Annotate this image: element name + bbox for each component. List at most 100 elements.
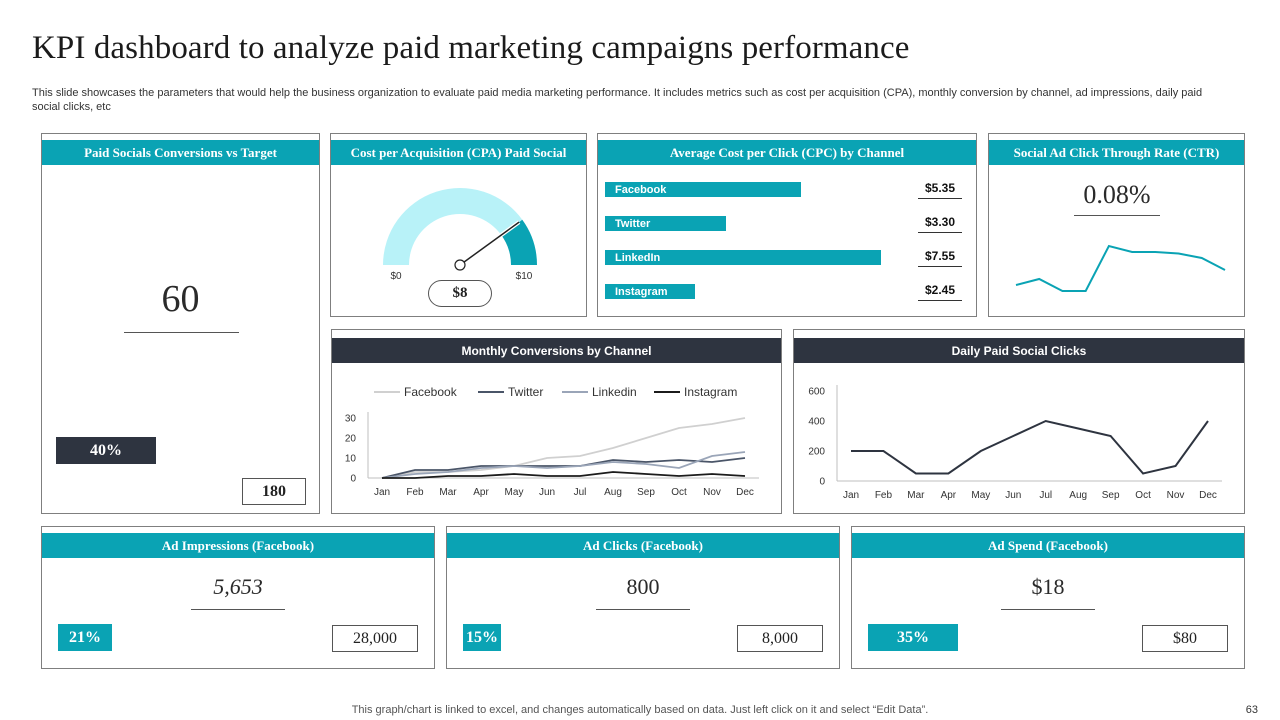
cpc-bar-facebook: Facebook bbox=[605, 182, 801, 197]
page-number: 63 bbox=[1245, 704, 1258, 716]
monthly-conversions-header: Monthly Conversions by Channel bbox=[332, 338, 781, 363]
ad-impressions-panel: Ad Impressions (Facebook) 5,653 21% 28,0… bbox=[41, 526, 435, 669]
cpc-panel-header: Average Cost per Click (CPC) by Channel bbox=[598, 140, 976, 165]
ad-spend-underline bbox=[1001, 609, 1095, 610]
ad-clicks-target-box: 8,000 bbox=[737, 625, 823, 652]
daily-x-tick: Nov bbox=[1167, 490, 1185, 501]
monthly-series-facebook bbox=[381, 417, 746, 479]
page-subtitle: This slide showcases the parameters that… bbox=[32, 87, 1203, 113]
cpc-value-linkedin: $7.55 bbox=[918, 249, 962, 267]
monthly-x-tick: Apr bbox=[473, 487, 489, 498]
legend-facebook: Facebook bbox=[404, 385, 458, 399]
footer-note: This graph/chart is linked to excel, and… bbox=[351, 704, 929, 716]
conversions-panel-header: Paid Socials Conversions vs Target bbox=[42, 140, 319, 165]
daily-x-tick: May bbox=[971, 490, 990, 501]
daily-x-tick: Jan bbox=[843, 490, 859, 501]
gauge-max-label: $10 bbox=[516, 271, 533, 282]
ctr-panel: Social Ad Click Through Rate (CTR) 0.08% bbox=[988, 133, 1245, 317]
daily-x-tick: Jul bbox=[1039, 490, 1052, 501]
daily-y-tick: 200 bbox=[808, 447, 825, 458]
monthly-y-tick: 30 bbox=[345, 414, 357, 425]
cpa-panel-header: Cost per Acquisition (CPA) Paid Social bbox=[331, 140, 586, 165]
daily-y-tick: 0 bbox=[819, 477, 825, 488]
monthly-x-tick: Jun bbox=[539, 487, 555, 498]
monthly-conversions-panel: Monthly Conversions by Channel Facebook T… bbox=[331, 329, 782, 514]
daily-clicks-panel: Daily Paid Social Clicks 0 200 400 600 Jan Fe… bbox=[793, 329, 1245, 514]
ad-impressions-underline bbox=[191, 609, 285, 610]
daily-x-tick: Aug bbox=[1069, 490, 1087, 501]
ad-spend-percent-badge: 35% bbox=[868, 624, 958, 651]
monthly-x-tick: Aug bbox=[604, 487, 622, 498]
ad-impressions-header: Ad Impressions (Facebook) bbox=[42, 533, 434, 558]
monthly-series-instagram bbox=[382, 471, 746, 479]
page-title: KPI dashboard to analyze paid marketing … bbox=[32, 30, 910, 66]
cpa-value-box: $8 bbox=[428, 280, 492, 307]
cpa-gauge: $0 $10 bbox=[383, 188, 537, 282]
cpc-value-twitter: $3.30 bbox=[918, 215, 962, 233]
cpa-panel: Cost per Acquisition (CPA) Paid Social $… bbox=[330, 133, 587, 317]
conversions-percent-badge: 40% bbox=[56, 437, 156, 464]
ctr-underline bbox=[1074, 215, 1160, 216]
daily-clicks-header: Daily Paid Social Clicks bbox=[794, 338, 1244, 363]
ctr-series bbox=[1015, 244, 1226, 292]
daily-x-tick: Sep bbox=[1102, 490, 1120, 501]
ad-spend-panel: Ad Spend (Facebook) $18 35% $80 bbox=[851, 526, 1245, 669]
cpc-value-facebook: $5.35 bbox=[918, 181, 962, 199]
cpc-value-instagram: $2.45 bbox=[918, 283, 962, 301]
monthly-x-tick: Feb bbox=[406, 487, 424, 498]
daily-x-tick: Feb bbox=[875, 490, 893, 501]
daily-x-tick: Mar bbox=[907, 490, 925, 501]
cpc-bar-linkedin: LinkedIn bbox=[605, 250, 881, 265]
gauge-hub bbox=[454, 259, 466, 271]
monthly-x-tick: Sep bbox=[637, 487, 655, 498]
monthly-x-tick: Nov bbox=[703, 487, 721, 498]
ad-spend-target-box: $80 bbox=[1142, 625, 1228, 652]
ad-clicks-panel: Ad Clicks (Facebook) 800 15% 8,000 bbox=[446, 526, 840, 669]
conversions-value: 60 bbox=[161, 278, 200, 320]
ctr-panel-header: Social Ad Click Through Rate (CTR) bbox=[989, 140, 1244, 165]
ad-impressions-target-box: 28,000 bbox=[332, 625, 418, 652]
monthly-x-tick: Oct bbox=[671, 487, 687, 498]
monthly-x-tick: Mar bbox=[439, 487, 457, 498]
cpc-bar-instagram: Instagram bbox=[605, 284, 695, 299]
daily-x-tick: Apr bbox=[941, 490, 957, 501]
ad-spend-header: Ad Spend (Facebook) bbox=[852, 533, 1244, 558]
ad-impressions-percent-badge: 21% bbox=[58, 624, 112, 651]
daily-x-tick: Dec bbox=[1199, 490, 1217, 501]
monthly-x-tick: Jul bbox=[574, 487, 587, 498]
monthly-x-tick: May bbox=[505, 487, 524, 498]
gauge-fill bbox=[501, 219, 537, 265]
monthly-y-tick: 10 bbox=[345, 454, 357, 465]
daily-clicks-chart: 0 200 400 600 Jan Feb Mar Apr May Jun Jul Aug Sep Oct… bbox=[808, 385, 1222, 501]
ad-impressions-value: 5,653 bbox=[213, 574, 263, 599]
conversions-panel: Paid Socials Conversions vs Target 60 40… bbox=[41, 133, 320, 514]
ad-spend-value: $18 bbox=[1031, 574, 1065, 599]
daily-series-0 bbox=[851, 419, 1209, 475]
daily-y-tick: 400 bbox=[808, 417, 825, 428]
conversions-target-box: 180 bbox=[242, 478, 306, 505]
monthly-conversions-chart: Facebook Twitter Linkedin Instagram 0 10 20 30 J… bbox=[345, 385, 759, 498]
monthly-series-linkedin bbox=[381, 451, 746, 479]
daily-y-tick: 600 bbox=[808, 387, 825, 398]
conversions-underline bbox=[124, 332, 239, 333]
ad-clicks-underline bbox=[596, 609, 690, 610]
ad-clicks-percent-badge: 15% bbox=[463, 624, 501, 651]
legend-linkedin: Linkedin bbox=[592, 385, 637, 399]
cpc-panel: Average Cost per Click (CPC) by Channel … bbox=[597, 133, 977, 317]
monthly-y-tick: 20 bbox=[345, 434, 357, 445]
ad-clicks-header: Ad Clicks (Facebook) bbox=[447, 533, 839, 558]
cpc-bar-twitter: Twitter bbox=[605, 216, 726, 231]
gauge-needle bbox=[459, 221, 520, 266]
monthly-series-twitter bbox=[381, 457, 746, 479]
monthly-x-tick: Jan bbox=[374, 487, 390, 498]
daily-x-tick: Jun bbox=[1005, 490, 1021, 501]
ctr-line-chart bbox=[1015, 244, 1226, 292]
legend-instagram: Instagram bbox=[684, 385, 737, 399]
gauge-track bbox=[383, 188, 523, 265]
ad-clicks-value: 800 bbox=[626, 574, 660, 599]
monthly-y-tick: 0 bbox=[350, 474, 356, 485]
monthly-x-tick: Dec bbox=[736, 487, 754, 498]
gauge-min-label: $0 bbox=[390, 271, 402, 282]
legend-twitter: Twitter bbox=[508, 385, 543, 399]
daily-x-tick: Oct bbox=[1135, 490, 1151, 501]
